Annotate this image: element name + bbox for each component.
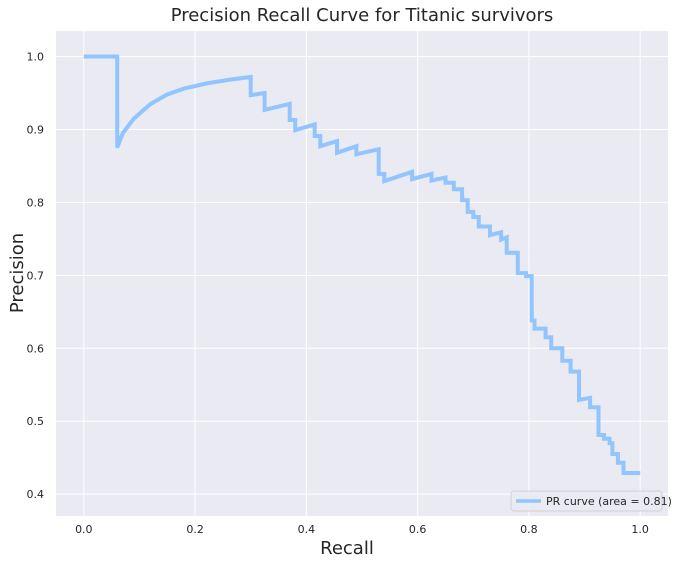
legend: PR curve (area = 0.81) — [510, 490, 672, 512]
x-tick-label: 0.6 — [409, 523, 427, 536]
y-tick-label: 0.4 — [27, 488, 45, 501]
x-tick-label: 1.0 — [631, 523, 649, 536]
x-tick-label: 0.2 — [186, 523, 204, 536]
series-layer — [83, 54, 641, 475]
y-tick-label: 1.0 — [27, 51, 45, 64]
plot-background — [56, 31, 668, 516]
y-tick-label: 0.6 — [27, 342, 45, 355]
legend-box — [510, 490, 663, 512]
y-tick-label: 0.7 — [27, 269, 45, 282]
y-axis-label: Precision — [7, 233, 28, 313]
x-axis-label: Recall — [320, 538, 374, 559]
y-tick-label: 0.8 — [27, 196, 45, 209]
x-tick-label: 0.0 — [75, 523, 93, 536]
y-tick-label: 0.5 — [27, 415, 45, 428]
pr-curve-line — [83, 54, 641, 475]
y-tick-label: 0.9 — [27, 123, 45, 136]
legend-label: PR curve (area = 0.81) — [546, 495, 672, 508]
chart-title: Precision Recall Curve for Titanic survi… — [171, 5, 554, 26]
x-tick-labels: 0.0 0.2 0.4 0.6 0.8 1.0 — [75, 523, 649, 536]
y-tick-labels: 0.4 0.5 0.6 0.7 0.8 0.9 1.0 — [27, 51, 45, 502]
x-tick-label: 0.8 — [520, 523, 538, 536]
x-tick-label: 0.4 — [298, 523, 316, 536]
x-gridlines — [83, 31, 641, 516]
